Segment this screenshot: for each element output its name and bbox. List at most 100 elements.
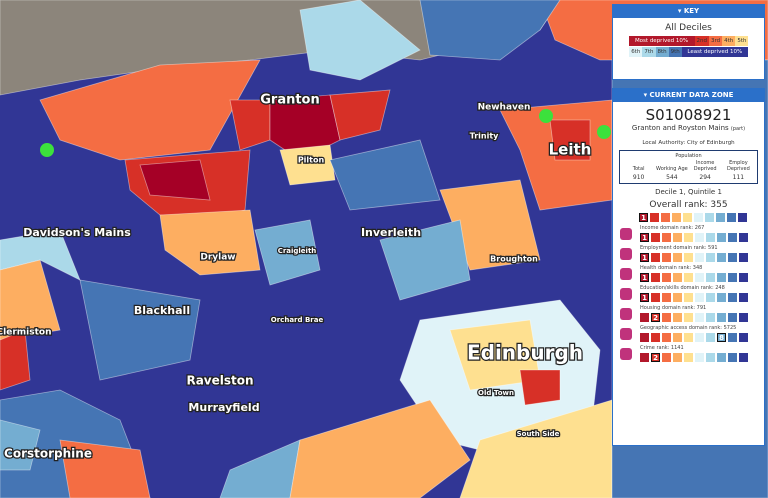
marker[interactable] xyxy=(40,143,54,157)
place-label: Newhaven xyxy=(478,103,531,113)
area xyxy=(159,209,261,276)
place-label: Edinburgh xyxy=(467,341,583,365)
domain-bar: 1 xyxy=(640,273,748,282)
decile-square xyxy=(739,313,748,322)
decile-square xyxy=(706,313,715,322)
place-label: Inverleith xyxy=(361,226,421,239)
area xyxy=(219,439,301,498)
key-cell: 2nd xyxy=(694,36,709,46)
population-header: Employ Deprived xyxy=(726,160,750,172)
area xyxy=(39,59,261,161)
domain-label: Income domain rank: 267 xyxy=(640,225,705,231)
domains: Income domain rank: 267 1 Employment domai… xyxy=(613,225,764,362)
decile-square xyxy=(728,293,737,302)
decile-square xyxy=(684,273,693,282)
decile-square xyxy=(662,293,671,302)
decile-value: 2 xyxy=(651,353,660,362)
domain-info: Education/skills domain rank: 248 1 xyxy=(632,285,748,302)
area xyxy=(419,0,561,61)
place-label: Craigleith xyxy=(278,247,317,255)
domain-row: Education/skills domain rank: 248 1 xyxy=(613,285,764,302)
decile-square xyxy=(739,293,748,302)
data-zone-title[interactable]: ▾ CURRENT DATA ZONE xyxy=(613,89,764,102)
decile-square xyxy=(651,273,660,282)
marker[interactable] xyxy=(539,109,553,123)
area xyxy=(379,219,471,301)
domain-info: Crime rank: 1141 2 xyxy=(632,345,748,362)
decile-square xyxy=(694,213,703,222)
domain-info: Health domain rank: 348 1 xyxy=(632,265,748,282)
decile-square xyxy=(662,333,671,342)
place-label: Trinity xyxy=(470,132,500,141)
data-zone-title-text: CURRENT DATA ZONE xyxy=(649,91,734,99)
population-table: Population Total Working Age Income Depriv… xyxy=(619,150,758,184)
area xyxy=(549,119,591,161)
decile-square xyxy=(640,313,649,322)
decile-square xyxy=(739,333,748,342)
population-value: 910 xyxy=(632,174,645,181)
key-row: 6th 7th 8th 9th Least deprived 10% xyxy=(613,47,764,57)
area xyxy=(0,229,81,281)
decile-square xyxy=(728,313,737,322)
zone-code: S01008921 xyxy=(645,106,732,124)
decile-square xyxy=(673,333,682,342)
population-header: Total xyxy=(632,166,645,172)
domain-icon xyxy=(620,227,632,240)
population-value: 111 xyxy=(732,174,745,181)
decile-square xyxy=(739,233,748,242)
decile-square xyxy=(706,273,715,282)
decile-value: 2 xyxy=(651,313,660,322)
population-title: Population xyxy=(675,153,702,159)
key-cell: 5th xyxy=(735,36,749,46)
key-cell: 4th xyxy=(722,36,736,46)
area xyxy=(299,0,421,81)
decile-square xyxy=(738,213,747,222)
key-cell: 8th xyxy=(655,47,669,57)
decile-square xyxy=(717,293,726,302)
decile-square xyxy=(706,353,715,362)
domain-bar: 1 xyxy=(640,253,748,262)
area xyxy=(0,419,41,471)
domain-icon xyxy=(620,327,632,340)
decile-square xyxy=(651,253,660,262)
key-title[interactable]: ▾ KEY xyxy=(613,5,764,18)
domain-label: Health domain rank: 348 xyxy=(640,265,703,271)
decile-square xyxy=(661,213,670,222)
area xyxy=(519,369,561,406)
decile-square xyxy=(684,333,693,342)
marker[interactable] xyxy=(597,125,611,139)
area xyxy=(459,399,613,498)
area xyxy=(79,279,201,381)
domain-bar: 8 xyxy=(640,333,748,342)
decile-value: 1 xyxy=(639,213,648,222)
domain-label: Employment domain rank: 591 xyxy=(640,245,718,251)
decile-square xyxy=(662,253,671,262)
key-cell: 3rd xyxy=(709,36,723,46)
population-value: 294 xyxy=(699,174,711,181)
population-header: Working Age xyxy=(656,166,688,172)
place-label: Murrayfield xyxy=(188,401,259,414)
decile-value: 8 xyxy=(717,333,726,342)
domain-label: Geographic access domain rank: 5725 xyxy=(640,325,737,331)
area xyxy=(0,329,31,391)
key-cell: 9th xyxy=(668,47,682,57)
population-value: 544 xyxy=(666,174,678,181)
decile-square xyxy=(728,353,737,362)
key-cell: 7th xyxy=(642,47,656,57)
domain-icon xyxy=(620,267,632,280)
place-label: Orchard Brae xyxy=(271,316,324,324)
decile-square xyxy=(706,253,715,262)
domain-bar: 2 xyxy=(640,353,748,362)
decile-square xyxy=(739,273,748,282)
domain-icon xyxy=(620,247,632,260)
domain-bar: 2 xyxy=(640,313,748,322)
area xyxy=(139,159,211,201)
key-title-text: KEY xyxy=(683,7,700,15)
domain-bar: 1 xyxy=(640,233,748,242)
key-row: Most deprived 10% 2nd 3rd 4th 5th xyxy=(613,36,764,46)
decile-square xyxy=(684,313,693,322)
decile-square xyxy=(739,353,748,362)
decile-square xyxy=(706,233,715,242)
key-cell: 6th xyxy=(629,47,643,57)
